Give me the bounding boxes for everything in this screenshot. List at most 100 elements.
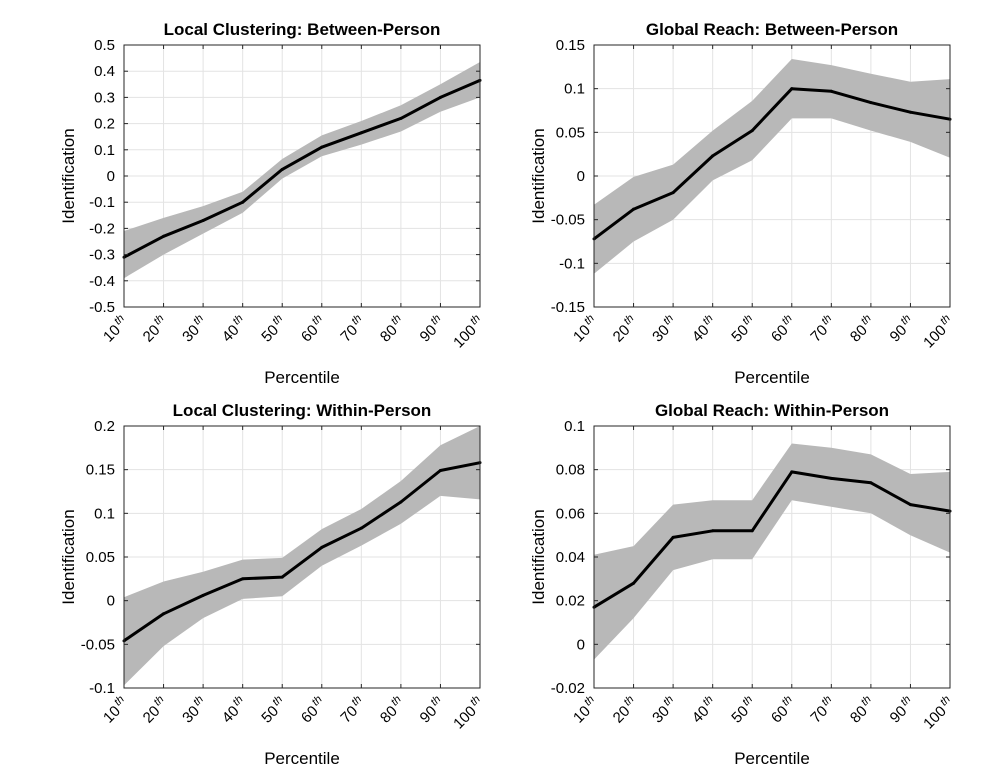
data-point	[790, 470, 794, 474]
x-tick-label: 20th	[138, 693, 171, 726]
y-axis-label: Identification	[59, 509, 78, 604]
chart-title: Global Reach: Between-Person	[646, 20, 898, 39]
x-tick-label: 100th	[449, 312, 488, 351]
data-point	[280, 167, 284, 171]
y-tick-label: 0.15	[556, 37, 585, 54]
y-tick-label: 0	[107, 168, 115, 185]
y-tick-label: 0.05	[86, 549, 115, 566]
confidence-band	[124, 62, 480, 279]
data-point	[320, 145, 324, 149]
panel-global-reach-between-person: -0.15 -0.1 -0.05 0 0.05 0.1 0.15 10th20th30th40…	[529, 20, 958, 387]
y-tick-label: 0.2	[94, 418, 115, 435]
data-point	[790, 87, 794, 91]
data-point	[711, 529, 715, 533]
x-tick-label: 50th	[257, 693, 290, 726]
x-tick-label: 60th	[296, 312, 329, 345]
x-axis-label: Percentile	[734, 368, 810, 387]
panel-global-reach-within-person: -0.02 0 0.02 0.04 0.06 0.08 0.1 10th20th30th40t…	[529, 401, 958, 768]
x-tick-label: 100th	[919, 312, 958, 351]
y-axis-label: Identification	[59, 128, 78, 223]
data-point	[399, 116, 403, 120]
x-tick-label: 90th	[885, 693, 918, 726]
x-axis-label: Percentile	[264, 368, 340, 387]
y-tick-label: -0.4	[89, 273, 115, 290]
y-tick-label: 0.5	[94, 37, 115, 54]
y-tick-label: -0.1	[89, 194, 115, 211]
x-tick-label: 40th	[217, 312, 250, 345]
x-tick-label: 100th	[449, 693, 488, 732]
y-tick-label: -0.2	[89, 220, 115, 237]
x-tick-label: 60th	[766, 693, 799, 726]
x-tick-label: 90th	[885, 312, 918, 345]
x-tick-label: 30th	[178, 312, 211, 345]
data-point	[829, 476, 833, 480]
x-axis-label: Percentile	[264, 749, 340, 768]
panel-local-clustering-between-person: -0.5 -0.4 -0.3 -0.2 -0.1 0 0.1 0.2 0.3 0.4 0.5 10th…	[59, 20, 488, 387]
y-tick-label: 0.08	[556, 462, 585, 479]
y-tick-label: -0.3	[89, 247, 115, 264]
y-tick-label: 0.1	[564, 81, 585, 98]
y-tick-label: -0.5	[89, 299, 115, 316]
y-tick-label: 0.15	[86, 462, 115, 479]
y-tick-label: 0.02	[556, 593, 585, 610]
y-tick-label: 0.04	[556, 549, 585, 566]
x-tick-label: 40th	[217, 693, 250, 726]
y-tick-label: -0.05	[551, 212, 585, 229]
y-tick-label: 0	[107, 593, 115, 610]
data-point	[201, 593, 205, 597]
y-tick-label: -0.05	[81, 636, 115, 653]
x-tick-label: 30th	[178, 693, 211, 726]
y-tick-label: -0.02	[551, 680, 585, 697]
data-point	[162, 612, 166, 616]
x-tick-label: 10th	[569, 693, 602, 726]
data-point	[750, 129, 754, 133]
data-point	[671, 191, 675, 195]
x-tick-label: 90th	[415, 693, 448, 726]
data-point	[438, 469, 442, 473]
x-tick-label: 10th	[99, 693, 132, 726]
x-axis-label: Percentile	[734, 749, 810, 768]
x-tick-label: 20th	[608, 312, 641, 345]
x-tick-label: 50th	[257, 312, 290, 345]
x-tick-label: 30th	[648, 693, 681, 726]
chart-title: Local Clustering: Within-Person	[173, 401, 432, 420]
data-point	[750, 529, 754, 533]
data-point	[632, 581, 636, 585]
data-point	[162, 234, 166, 238]
y-tick-label: 0	[577, 636, 585, 653]
y-tick-label: 0.2	[94, 116, 115, 133]
data-point	[359, 526, 363, 530]
x-tick-label: 60th	[296, 693, 329, 726]
y-tick-label: 0.3	[94, 89, 115, 106]
x-tick-label: 80th	[376, 693, 409, 726]
data-point	[829, 89, 833, 93]
y-tick-label: 0	[577, 168, 585, 185]
y-axis-label: Identification	[529, 128, 548, 223]
y-tick-label: 0.1	[94, 505, 115, 522]
x-tick-label: 20th	[608, 693, 641, 726]
panel-local-clustering-within-person: -0.1 -0.05 0 0.05 0.1 0.15 0.2 10th20th30th40th…	[59, 401, 488, 768]
chart-title: Local Clustering: Between-Person	[164, 20, 441, 39]
x-tick-label: 90th	[415, 312, 448, 345]
confidence-band	[594, 59, 950, 274]
data-point	[201, 219, 205, 223]
data-point	[869, 101, 873, 105]
data-point	[711, 154, 715, 158]
x-tick-label: 40th	[687, 693, 720, 726]
x-tick-label: 100th	[919, 693, 958, 732]
y-tick-label: 0.06	[556, 505, 585, 522]
y-tick-label: 0.05	[556, 124, 585, 141]
x-tick-label: 30th	[648, 312, 681, 345]
x-tick-label: 10th	[99, 312, 132, 345]
data-point	[869, 481, 873, 485]
x-tick-label: 10th	[569, 312, 602, 345]
data-point	[320, 545, 324, 549]
data-point	[671, 535, 675, 539]
estimate-line	[123, 79, 481, 259]
data-point	[908, 110, 912, 114]
y-tick-label: 0.1	[94, 142, 115, 159]
estimate-line	[593, 87, 951, 241]
data-point	[359, 131, 363, 135]
x-tick-label: 70th	[806, 312, 839, 345]
data-point	[399, 500, 403, 504]
